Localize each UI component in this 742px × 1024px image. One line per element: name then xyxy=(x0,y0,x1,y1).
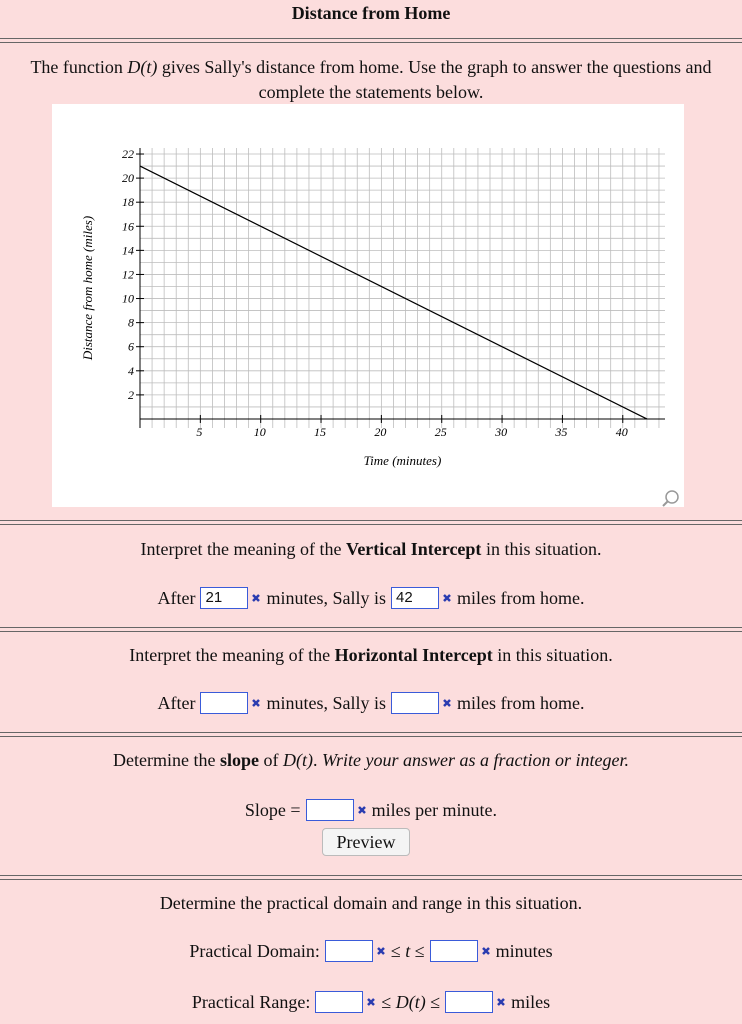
x-tick-label: 15 xyxy=(314,425,326,439)
input[interactable] xyxy=(315,991,364,1013)
text: Horizontal Intercept xyxy=(334,644,493,665)
separator xyxy=(0,520,742,525)
input[interactable] xyxy=(200,692,249,714)
math: t xyxy=(405,940,411,961)
x-tick-label: 10 xyxy=(254,425,266,439)
y-tick-label: 14 xyxy=(122,243,134,257)
y-tick-label: 18 xyxy=(122,195,134,209)
x-tick-label: 5 xyxy=(196,425,202,439)
magnifier[interactable] xyxy=(662,490,679,507)
input[interactable] xyxy=(305,799,354,821)
separator xyxy=(0,732,742,737)
text: Interpret the meaning of the xyxy=(129,644,335,665)
graph: 5 10 15 20 25 30 35 40 2 4 6 8 10 12 14 16 18 20 22 Time (m… xyxy=(52,104,684,507)
text: ≤ xyxy=(410,940,425,961)
y-tick-label: 20 xyxy=(122,171,134,185)
error-icon xyxy=(252,594,261,602)
y-tick-label: 2 xyxy=(128,388,134,402)
text: minutes, Sally is xyxy=(266,692,386,713)
input[interactable]: 21 xyxy=(200,587,249,609)
text: ≤ xyxy=(381,991,396,1012)
error-icon xyxy=(481,947,490,955)
answer-row: After 21 minutes, Sally is 42 miles from hom… xyxy=(0,585,742,611)
input[interactable]: 42 xyxy=(391,587,439,609)
y-tick-label: 10 xyxy=(122,292,134,306)
error-icon xyxy=(443,699,451,707)
text: minutes xyxy=(495,940,553,961)
text: of xyxy=(258,749,283,770)
x-tick-label: 25 xyxy=(435,425,447,439)
text: gives Sally's distance from home. Use th… xyxy=(157,57,712,102)
text: . xyxy=(312,749,322,770)
input[interactable] xyxy=(429,940,478,962)
x-axis-label: Time (minutes) xyxy=(364,453,442,468)
x-tick-label: 40 xyxy=(616,425,628,439)
error-icon xyxy=(367,998,376,1006)
text: miles from home. xyxy=(457,692,585,713)
text: Slope = xyxy=(244,799,301,820)
y-tick-label: 16 xyxy=(122,219,134,233)
error-icon xyxy=(357,806,366,814)
text: The function xyxy=(30,57,128,77)
math: D(t) xyxy=(395,991,426,1012)
error-icon xyxy=(252,699,261,707)
heading: Interpret the meaning of the Horizontal … xyxy=(0,642,742,668)
preview-button[interactable]: Preview xyxy=(322,828,410,856)
text: After xyxy=(157,692,196,713)
text: miles from home. xyxy=(457,587,585,608)
text: miles xyxy=(511,991,551,1012)
y-tick-label: 22 xyxy=(122,147,134,161)
intro: The function D(t) gives Sally's distance… xyxy=(30,55,712,105)
text: Practical Range: xyxy=(191,991,311,1012)
text: slope xyxy=(219,749,259,770)
input[interactable] xyxy=(324,940,373,962)
data-line xyxy=(139,165,648,420)
text: in this situation. xyxy=(481,538,602,559)
y-axis-label: Distance from home (miles) xyxy=(80,216,95,361)
text: ≤ xyxy=(390,940,406,961)
text: Determine the practical domain and range… xyxy=(159,892,583,913)
text: Interpret the meaning of the xyxy=(140,538,346,559)
text: Vertical Intercept xyxy=(345,538,482,559)
text: After xyxy=(157,587,196,608)
answer-row: After minutes, Sally is miles from home. xyxy=(0,690,742,716)
separator xyxy=(0,38,742,43)
separator xyxy=(0,875,742,880)
y-tick-label: 6 xyxy=(128,340,134,354)
error-icon xyxy=(376,947,385,955)
text: Write your answer as a fraction or integ… xyxy=(321,749,629,770)
range-row: Practical Range: ≤ D(t) ≤ miles xyxy=(0,989,742,1015)
text: Practical Domain: xyxy=(189,940,320,961)
input[interactable] xyxy=(391,692,439,714)
text: in this situation. xyxy=(492,644,613,665)
input[interactable] xyxy=(445,991,494,1013)
x-tick-label: 30 xyxy=(494,425,507,439)
heading: Determine the practical domain and range… xyxy=(0,890,742,916)
math: D(t) xyxy=(282,749,313,770)
error-icon xyxy=(497,998,505,1006)
y-tick-label: 4 xyxy=(128,364,134,378)
text: ≤ xyxy=(425,991,441,1012)
error-icon xyxy=(443,594,451,602)
y-tick-label: 8 xyxy=(128,316,134,330)
x-tick-label: 20 xyxy=(374,425,386,439)
separator xyxy=(0,627,742,632)
text: miles per minute. xyxy=(371,799,498,820)
text: minutes, Sally is xyxy=(266,587,386,608)
answer-row: Slope = miles per minute. xyxy=(0,797,742,823)
heading: Determine the slope of D(t). Write your … xyxy=(0,747,742,773)
text: Determine the xyxy=(113,749,220,770)
x-tick-label: 35 xyxy=(554,425,567,439)
domain-row: Practical Domain: ≤ t ≤ minutes xyxy=(0,938,742,964)
page-title: Distance from Home xyxy=(291,3,451,23)
math: D(t) xyxy=(127,57,158,77)
heading: Interpret the meaning of the Vertical In… xyxy=(0,536,742,562)
y-tick-label: 12 xyxy=(122,267,134,281)
